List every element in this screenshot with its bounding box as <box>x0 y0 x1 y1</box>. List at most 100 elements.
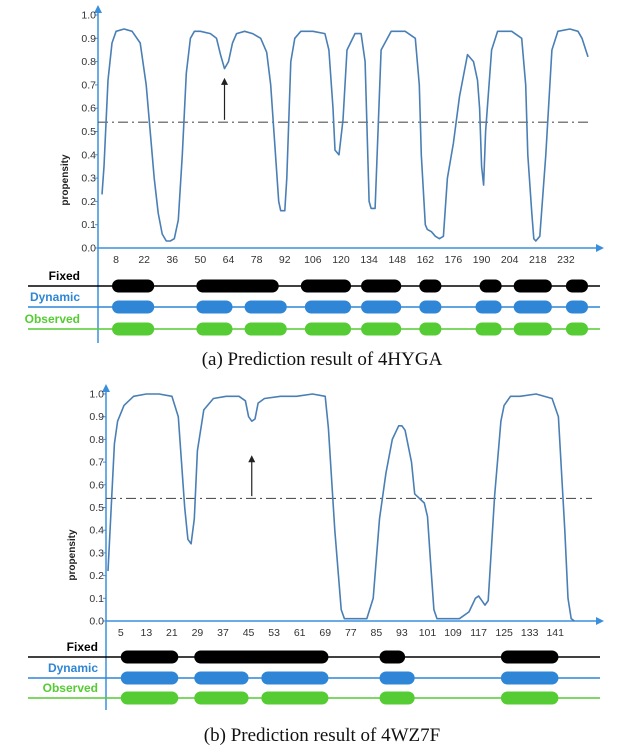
x-tick-label: 64 <box>223 254 235 266</box>
fixed-segment <box>513 279 552 293</box>
observed-segment <box>379 691 415 705</box>
propensity-line <box>107 393 575 622</box>
dynamic-segment <box>513 300 552 314</box>
fixed-segment <box>196 279 279 293</box>
y-tick-label: 0.7 <box>89 457 104 469</box>
x-tick-label: 29 <box>192 627 204 639</box>
dynamic-segment <box>194 671 249 685</box>
observed-segment <box>196 322 233 336</box>
observed-segment <box>419 322 442 336</box>
dynamic-segment <box>361 300 402 314</box>
observed-row-label: Observed <box>25 312 80 326</box>
fixed-segment <box>500 650 559 664</box>
y-tick-label: 0.2 <box>81 196 96 208</box>
dynamic-segment <box>379 671 415 685</box>
observed-segment <box>500 691 559 705</box>
dynamic-segment <box>120 671 179 685</box>
x-tick-label: 22 <box>138 254 150 266</box>
x-tick-label: 148 <box>388 254 406 266</box>
y-tick-label: 0.6 <box>89 479 104 491</box>
y-tick-label: 0.2 <box>89 570 104 582</box>
y-tick-label: 0.8 <box>81 56 96 68</box>
fixed-segment <box>300 279 352 293</box>
x-tick-label: 61 <box>294 627 306 639</box>
dynamic-segment <box>196 300 233 314</box>
y-tick-label: 0.3 <box>89 547 104 559</box>
x-tick-label: 117 <box>470 627 487 639</box>
y-axis-label-b: propensity <box>67 529 78 581</box>
x-tick-label: 77 <box>345 627 357 639</box>
dynamic-segment <box>565 300 588 314</box>
dynamic-segment <box>244 300 287 314</box>
panel-b: 0.0 0.1 0.2 0.3 0.4 0.5 0.6 0.7 0.8 0.9 1.0 5 13 21 29… <box>28 384 604 710</box>
dynamic-segment <box>304 300 352 314</box>
y-tick-label: 0.9 <box>81 33 96 45</box>
fixed-segment <box>194 650 329 664</box>
fixed-segment <box>120 650 179 664</box>
y-tick-label: 0.1 <box>89 593 104 605</box>
x-tick-label: 176 <box>445 254 463 266</box>
x-tick-label: 101 <box>419 627 437 639</box>
observed-segment <box>194 691 249 705</box>
x-tick-label: 5 <box>118 627 124 639</box>
dynamic-segment <box>475 300 502 314</box>
x-tick-label: 232 <box>557 254 575 266</box>
fixed-row-label: Fixed <box>49 269 80 283</box>
y-tick-label: 0.0 <box>81 243 96 255</box>
x-tick-label: 218 <box>529 254 547 266</box>
x-tick-label: 37 <box>217 627 229 639</box>
x-tick-label: 125 <box>495 627 513 639</box>
y-tick-label: 0.0 <box>89 616 104 628</box>
observed-segment <box>112 322 155 336</box>
annotation-arrowhead <box>221 77 229 85</box>
x-tick-label: 13 <box>140 627 152 639</box>
caption-b: (b) Prediction result of 4WZ7F <box>204 725 440 746</box>
x-tick-label: 21 <box>166 627 178 639</box>
observed-segment <box>304 322 352 336</box>
dynamic-row-label: Dynamic <box>48 661 98 675</box>
fixed-segment <box>479 279 502 293</box>
panel-a: 0.0 0.1 0.2 0.3 0.4 0.5 0.6 0.7 0.8 0.9 1.0 8 22 36 50… <box>25 5 604 343</box>
observed-segment <box>120 691 179 705</box>
x-tick-label: 45 <box>243 627 255 639</box>
x-tick-label: 141 <box>546 627 564 639</box>
annotation-arrowhead <box>248 455 256 463</box>
fixed-segment <box>565 279 588 293</box>
y-tick-label: 1.0 <box>81 10 96 22</box>
x-axis-arrowhead <box>596 244 604 252</box>
x-tick-label: 53 <box>268 627 280 639</box>
dynamic-segment <box>112 300 155 314</box>
y-tick-label: 0.9 <box>89 411 104 423</box>
y-tick-label: 0.5 <box>89 502 104 514</box>
x-tick-label: 69 <box>319 627 331 639</box>
y-tick-label: 0.8 <box>89 434 104 446</box>
fixed-segment <box>419 279 442 293</box>
y-tick-label: 0.4 <box>81 149 96 161</box>
y-tick-label: 0.4 <box>89 525 104 537</box>
observed-segment <box>475 322 502 336</box>
observed-segment <box>513 322 552 336</box>
fixed-row-label: Fixed <box>67 640 98 654</box>
x-tick-label: 36 <box>166 254 178 266</box>
y-tick-label: 0.6 <box>81 103 96 115</box>
x-tick-label: 93 <box>396 627 408 639</box>
y-tick-label: 0.3 <box>81 173 96 185</box>
y-axis-arrowhead <box>102 384 110 392</box>
x-tick-label: 133 <box>521 627 539 639</box>
fixed-segment <box>361 279 402 293</box>
y-tick-label: 0.7 <box>81 79 96 91</box>
x-axis-arrowhead <box>596 617 604 625</box>
observed-segment <box>244 322 287 336</box>
propensity-line <box>101 28 589 242</box>
y-axis-arrowhead <box>94 5 102 13</box>
observed-segment <box>565 322 588 336</box>
y-tick-label: 0.5 <box>81 126 96 138</box>
x-tick-label: 92 <box>279 254 291 266</box>
y-tick-label: 1.0 <box>89 389 104 401</box>
x-tick-label: 134 <box>360 254 378 266</box>
x-tick-label: 190 <box>473 254 491 266</box>
y-tick-label: 0.1 <box>81 219 96 231</box>
observed-row-label: Observed <box>43 681 98 695</box>
x-tick-label: 204 <box>501 254 519 266</box>
